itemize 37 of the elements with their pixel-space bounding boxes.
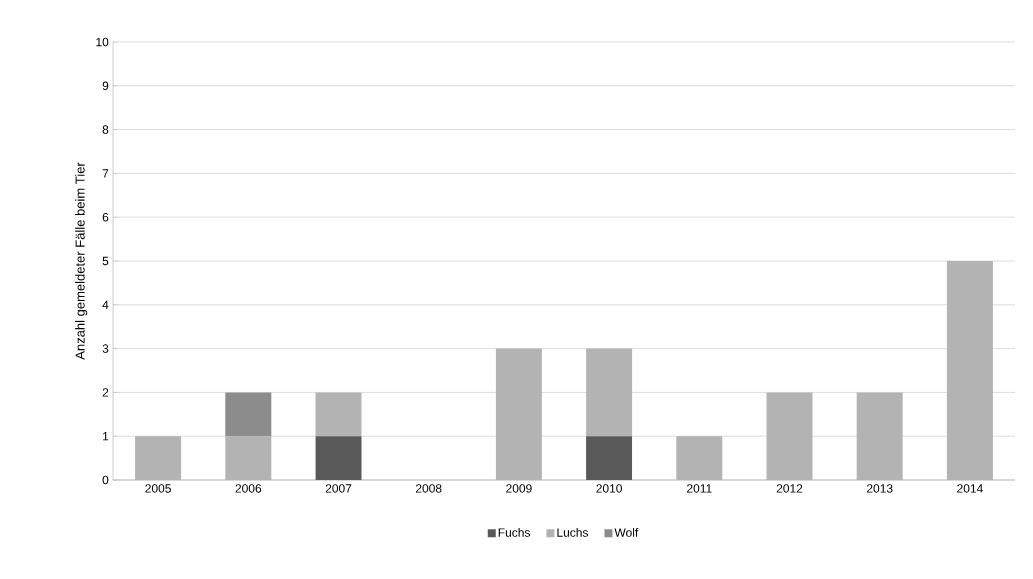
x-tick-label: 2007 bbox=[325, 484, 352, 493]
bar bbox=[315, 436, 362, 480]
y-tick-label: 8 bbox=[102, 125, 109, 134]
x-tick-label: 2006 bbox=[235, 484, 262, 493]
y-tick-label: 4 bbox=[102, 300, 109, 309]
bar bbox=[315, 392, 362, 437]
x-tick-label: 2011 bbox=[687, 484, 712, 493]
bar bbox=[766, 392, 813, 480]
bar bbox=[495, 348, 542, 480]
y-tick-label: 2 bbox=[102, 388, 109, 397]
legend-label: Wolf bbox=[614, 528, 639, 537]
legend-label: Luchs bbox=[557, 528, 589, 537]
x-tick-label: 2013 bbox=[866, 484, 893, 493]
legend-label: Fuchs bbox=[498, 528, 531, 537]
y-tick-label: 0 bbox=[102, 475, 109, 485]
y-tick-label: 3 bbox=[102, 344, 109, 353]
x-tick-label: 2009 bbox=[506, 484, 532, 493]
bar bbox=[856, 392, 903, 480]
x-tick-label: 2012 bbox=[776, 484, 803, 493]
x-tick-label: 2008 bbox=[415, 484, 442, 493]
bar bbox=[586, 436, 633, 480]
x-tick-label: 2010 bbox=[596, 484, 622, 493]
y-tick-label: 6 bbox=[102, 212, 109, 222]
y-tick-label: 9 bbox=[102, 81, 109, 91]
bar bbox=[946, 261, 993, 480]
x-tick-label: 2014 bbox=[957, 484, 983, 493]
y-axis-title: Anzahl gemeldeter Fälle beim Tier bbox=[75, 162, 88, 360]
y-tick-label: 10 bbox=[96, 37, 109, 47]
x-tick-label: 2005 bbox=[145, 484, 171, 493]
y-tick-label: 5 bbox=[102, 256, 109, 266]
bar bbox=[135, 436, 182, 480]
bar bbox=[225, 392, 272, 437]
bar bbox=[225, 436, 272, 480]
bar bbox=[586, 348, 633, 437]
y-tick-label: 7 bbox=[102, 169, 109, 178]
y-tick-label: 1 bbox=[103, 432, 109, 441]
bar bbox=[676, 436, 723, 480]
